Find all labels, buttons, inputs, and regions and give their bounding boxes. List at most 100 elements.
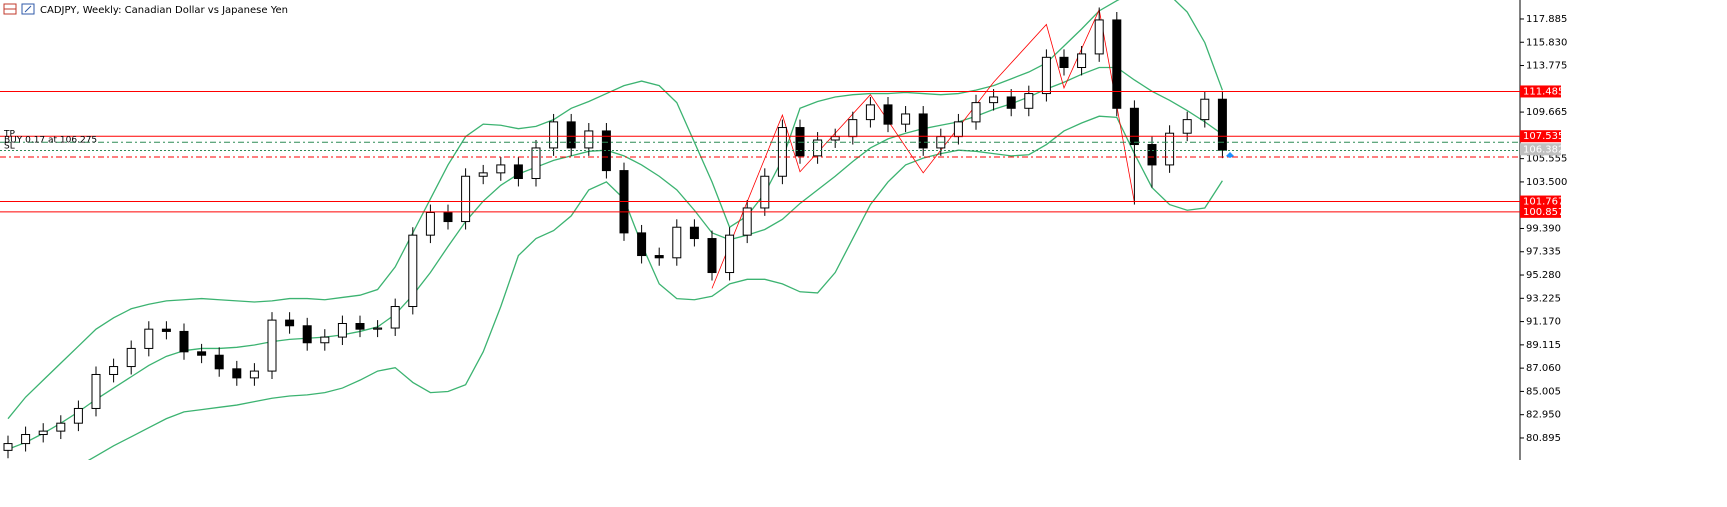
candle-body <box>408 234 418 308</box>
y-tick-label: 97.335 <box>1526 247 1561 258</box>
price-line-label: 101.767 <box>1523 197 1564 208</box>
candle-body <box>21 434 31 445</box>
candle-body <box>214 354 224 370</box>
candle-body <box>197 351 207 356</box>
candle-body <box>1059 56 1069 69</box>
y-tick-label: 93.225 <box>1526 293 1561 304</box>
candle-body <box>443 211 453 223</box>
candle-body <box>91 373 101 409</box>
candle-body <box>901 113 911 125</box>
candle-body <box>549 121 559 149</box>
y-tick-label: 87.060 <box>1526 363 1561 374</box>
y-tick-label: 103.500 <box>1526 177 1567 188</box>
y-tick-label: 91.170 <box>1526 317 1561 328</box>
candle-body <box>285 319 295 327</box>
candle-body <box>1165 132 1175 166</box>
candle-body <box>689 226 699 240</box>
candle-body <box>830 136 840 141</box>
bollinger-middle <box>7 66 1223 450</box>
current-price-label: 106.382 <box>1523 144 1564 155</box>
trade-arrow <box>1226 152 1234 158</box>
candle-body <box>461 175 471 223</box>
current-price-bg <box>1520 143 1561 156</box>
price-line-label: 107.535 <box>1523 131 1564 142</box>
y-tick-label: 105.555 <box>1526 154 1567 165</box>
candle-body <box>654 255 664 259</box>
candle-body <box>953 121 963 138</box>
candle-body <box>179 330 189 353</box>
candle-body <box>1112 19 1122 109</box>
candle-body <box>672 226 682 259</box>
candle-body <box>742 207 752 236</box>
candle-body <box>848 119 858 138</box>
candle-body <box>1006 96 1016 109</box>
candle-body <box>425 211 435 236</box>
candle-body <box>1077 53 1087 69</box>
candle-body <box>38 430 48 436</box>
candle-body <box>813 139 823 157</box>
candle-body <box>989 96 999 104</box>
candle-body <box>355 323 365 330</box>
candle-body <box>707 238 717 274</box>
candle-body <box>249 370 259 379</box>
candle-body <box>56 422 66 432</box>
candle-body <box>109 366 119 375</box>
candle-body <box>267 319 277 372</box>
candle-body <box>1024 93 1034 109</box>
bollinger-lower <box>87 115 1223 460</box>
candle-body <box>971 102 981 123</box>
y-tick-label: 99.390 <box>1526 223 1561 234</box>
candle-body <box>3 443 13 451</box>
candle-body <box>637 232 647 257</box>
candle-body <box>1147 144 1157 166</box>
plot-area <box>0 0 1520 460</box>
candle-body <box>337 323 347 338</box>
candle-body <box>777 127 787 177</box>
candle-body <box>373 327 383 330</box>
candle-body <box>513 164 523 180</box>
y-tick-label: 89.115 <box>1526 340 1561 351</box>
trade-level-label: SL <box>4 142 15 152</box>
candle-body <box>1182 119 1192 134</box>
candle-body <box>531 147 541 180</box>
candle-body <box>1200 98 1210 121</box>
y-tick-label: 80.895 <box>1526 433 1561 444</box>
candle-body <box>566 121 576 149</box>
bollinger-upper <box>7 0 1224 420</box>
candle-body <box>478 172 488 177</box>
candle-body <box>302 325 312 344</box>
candle-body <box>725 234 735 274</box>
y-tick-label: 115.830 <box>1526 37 1567 48</box>
y-tick-label: 113.775 <box>1526 61 1567 72</box>
candle-body <box>232 368 242 379</box>
candle-body <box>1041 56 1051 95</box>
candle-body <box>760 175 770 209</box>
y-tick-label: 85.005 <box>1526 386 1561 397</box>
y-tick-label: 117.885 <box>1526 14 1567 25</box>
candle-body <box>918 113 928 149</box>
candle-body <box>883 104 893 125</box>
candle-body <box>496 164 506 174</box>
price-line-label-bg <box>1520 195 1561 208</box>
candle-body <box>1129 107 1139 146</box>
price-line-label: 111.485 <box>1523 86 1564 97</box>
chart-title: CADJPY, Weekly: Canadian Dollar vs Japan… <box>40 5 288 16</box>
candle-body <box>865 104 875 121</box>
candle-body <box>73 407 83 424</box>
candle-body <box>795 127 805 157</box>
candle-body <box>601 130 611 172</box>
candle-body <box>1094 19 1104 55</box>
candle-body <box>320 336 330 344</box>
trade-level-label: TP <box>3 130 15 140</box>
price-line-label-bg <box>1520 85 1561 98</box>
candle-body <box>390 306 400 329</box>
candle-body <box>144 328 154 349</box>
candle-body <box>126 347 136 368</box>
trade-level-label: BUY 0.17 at 106.275 <box>4 136 97 146</box>
candle-body <box>584 130 594 149</box>
price-line-label-bg <box>1520 130 1561 143</box>
y-tick-label: 82.950 <box>1526 410 1561 421</box>
